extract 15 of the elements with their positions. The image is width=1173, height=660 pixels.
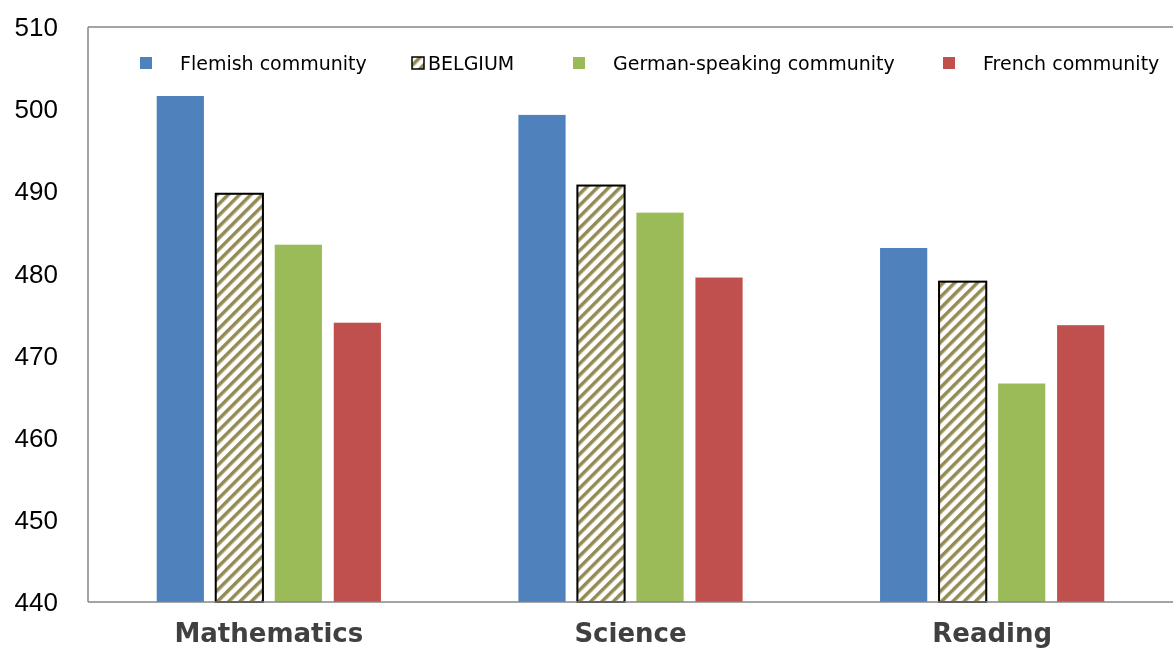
x-tick-label: Mathematics	[174, 618, 364, 648]
x-tick-label: Science	[574, 618, 687, 648]
legend-label: BELGIUM	[428, 51, 515, 74]
legend-label: French community	[983, 51, 1160, 74]
y-tick-label: 450	[14, 504, 58, 535]
legend-label: German-speaking community	[613, 51, 895, 74]
y-tick-label: 470	[14, 340, 58, 371]
y-tick-label: 490	[14, 176, 58, 207]
y-tick-label: 460	[14, 422, 58, 453]
y-tick-label: 440	[14, 587, 58, 618]
y-tick-label: 480	[14, 258, 58, 289]
y-tick-label: 510	[14, 12, 58, 43]
x-tick-label: Reading	[932, 618, 1053, 648]
y-tick-label: 500	[14, 94, 58, 125]
legend-label: Flemish community	[180, 51, 367, 74]
